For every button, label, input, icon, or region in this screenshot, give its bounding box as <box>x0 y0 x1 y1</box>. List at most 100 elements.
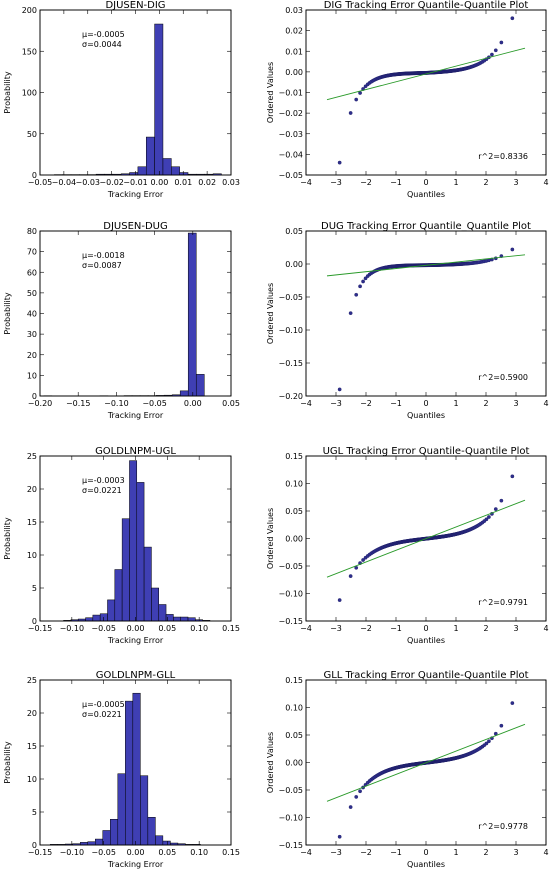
x-tick-label: 0.15 <box>222 624 240 633</box>
x-tick-label: 0 <box>423 178 428 187</box>
y-tick-label: 40 <box>27 310 37 319</box>
x-tick-label: −0.05 <box>28 178 53 187</box>
x-tick-label: −0.02 <box>99 178 124 187</box>
histogram-bar <box>173 616 181 622</box>
y-tick-label: 20 <box>27 351 37 360</box>
y-tick-label: 0.05 <box>285 731 303 740</box>
y-tick-label: 200 <box>22 6 37 15</box>
qq-point <box>337 160 342 165</box>
y-tick-label: −0.20 <box>278 392 303 401</box>
qq-point <box>348 805 353 809</box>
qq-point <box>510 474 515 479</box>
x-tick-label: −3 <box>330 399 342 408</box>
qq-point <box>358 284 362 289</box>
mean-annotation: μ=-0.0005 <box>82 700 125 709</box>
qq-point <box>493 48 498 53</box>
x-tick-label: −0.10 <box>60 848 85 857</box>
histogram-bar <box>117 773 126 846</box>
x-tick-label: 1 <box>453 178 458 187</box>
y-tick-label: 0.01 <box>285 47 303 56</box>
qq-point <box>484 741 489 746</box>
qq-point <box>499 498 504 503</box>
plot-area <box>39 230 232 397</box>
qq-point <box>348 311 353 315</box>
x-tick-label: 3 <box>513 399 518 408</box>
x-tick-label: −1 <box>390 624 402 633</box>
histogram-bar <box>187 232 197 397</box>
qq-point <box>361 279 365 284</box>
y-tick-label: −0.01 <box>278 89 303 98</box>
y-tick-label: 0.00 <box>285 759 303 768</box>
y-tick-label: 25 <box>27 452 37 461</box>
histogram-bar <box>114 569 123 622</box>
y-tick-label: 150 <box>22 47 37 56</box>
x-tick-label: −1 <box>390 848 402 857</box>
x-tick-label: −2 <box>360 178 372 187</box>
histogram-bars <box>49 692 201 846</box>
mean-annotation: μ=-0.0003 <box>82 476 125 485</box>
y-tick-label: 0 <box>32 392 37 401</box>
x-tick-label: 1 <box>453 399 458 408</box>
y-tick-label: 0.00 <box>285 260 303 269</box>
histogram-bar <box>180 616 189 622</box>
y-tick-label: −0.15 <box>278 617 303 626</box>
y-tick-label: 20 <box>27 485 37 494</box>
x-tick-label: 1 <box>453 848 458 857</box>
histogram-bar <box>92 614 101 622</box>
x-tick-label: −0.05 <box>91 624 116 633</box>
y-tick-label: 50 <box>27 289 37 298</box>
y-axis-label: Probability <box>3 741 12 784</box>
x-tick-label: 0 <box>423 848 428 857</box>
x-axis-label: Quantiles <box>407 411 445 420</box>
x-axis-label: Quantiles <box>407 190 445 199</box>
chart-title: DIG Tracking Error Quantile-Quantile Plo… <box>324 0 529 11</box>
x-tick-label: −4 <box>300 399 312 408</box>
y-tick-label: 25 <box>27 676 37 685</box>
x-tick-label: 0.05 <box>158 848 176 857</box>
chart-panel-8: −4 −3 −2 −1 0 1 2 3 4 −0.15 −0.10 −0.05 0.00 0.05 0.10… <box>266 670 549 869</box>
histogram-bar <box>187 617 196 622</box>
y-tick-label: 0.15 <box>285 452 303 461</box>
y-tick-label: 5 <box>32 808 37 817</box>
y-tick-label: 20 <box>27 709 37 718</box>
qq-point <box>348 111 353 115</box>
chart-title: UGL Tracking Error Quantile-Quantile Plo… <box>323 446 530 457</box>
chart-title: GOLDLNPM-GLL <box>96 670 176 681</box>
chart-title: GLL Tracking Error Quantile-Quantile Plo… <box>323 670 528 681</box>
y-tick-label: 15 <box>27 742 37 751</box>
chart-panel-7: −0.15 −0.10 −0.05 0.00 0.05 0.10 0.15 0 5 10 15 20 2… <box>3 670 240 869</box>
y-tick-label: 70 <box>27 248 37 257</box>
chart-panel-2: −4 −3 −2 −1 0 1 2 3 4 −0.05 −0.04 −0.03 −0.02 −0.01 0.… <box>266 0 549 199</box>
qq-point <box>490 52 494 57</box>
x-tick-label: −4 <box>300 178 312 187</box>
histogram-bar <box>147 817 156 846</box>
x-tick-label: −2 <box>360 624 372 633</box>
r-squared-annotation: r^2=0.9791 <box>478 598 528 607</box>
qq-points <box>337 16 515 165</box>
y-axis-label: Ordered Values <box>266 62 275 123</box>
y-tick-label: −0.02 <box>278 109 303 118</box>
y-tick-label: 0.02 <box>285 27 303 36</box>
y-tick-label: 80 <box>27 227 37 236</box>
histogram-bar <box>121 518 130 622</box>
y-axis-label: Probability <box>3 517 12 560</box>
x-tick-label: 2 <box>483 399 488 408</box>
y-tick-label: 60 <box>27 268 37 277</box>
y-tick-label: 0 <box>32 617 37 626</box>
y-tick-label: −0.05 <box>278 562 303 571</box>
x-tick-label: 4 <box>543 178 548 187</box>
histogram-bar <box>151 587 159 622</box>
x-tick-label: −0.15 <box>66 399 91 408</box>
r-squared-annotation: r^2=0.5900 <box>478 373 528 382</box>
x-tick-label: 0.00 <box>184 399 202 408</box>
x-tick-label: 4 <box>543 399 548 408</box>
qq-points <box>337 701 515 839</box>
y-tick-label: 0.10 <box>285 480 303 489</box>
qq-point <box>499 40 504 45</box>
histogram-bar <box>143 546 152 622</box>
x-tick-label: −1 <box>390 178 402 187</box>
qq-points <box>337 247 515 392</box>
x-tick-label: 0 <box>423 399 428 408</box>
x-tick-label: −0.05 <box>142 399 167 408</box>
